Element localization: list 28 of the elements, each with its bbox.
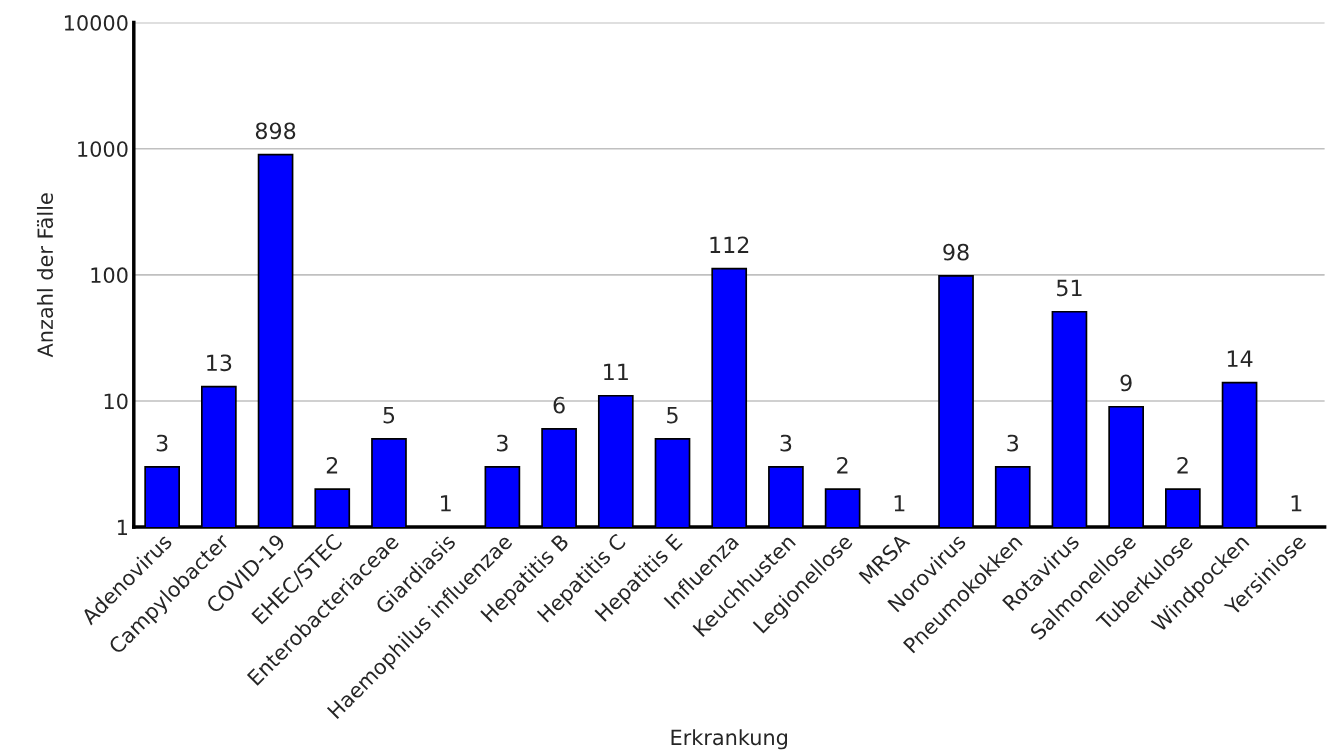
- y-tick-label: 1: [117, 519, 128, 536]
- y-tick-label: 10: [104, 393, 128, 410]
- data-label: 3: [1007, 434, 1019, 452]
- data-label: 1: [894, 495, 905, 512]
- y-tick-label: 10000: [64, 15, 128, 31]
- data-label: 2: [1177, 456, 1188, 474]
- data-label: 98: [943, 243, 969, 261]
- data-label: 2: [837, 456, 848, 474]
- data-label: 6: [553, 396, 565, 414]
- data-label: 3: [497, 434, 508, 452]
- x-axis-title: Erkrankung: [671, 729, 788, 750]
- data-label: 3: [780, 434, 792, 452]
- data-label: 5: [383, 407, 395, 424]
- data-label: 14: [1227, 350, 1253, 367]
- data-label: 9: [1120, 374, 1132, 392]
- data-label: 898: [255, 122, 296, 140]
- y-tick-label: 1000: [78, 141, 128, 157]
- data-label: 3: [156, 434, 168, 452]
- y-tick-label: 100: [91, 267, 128, 284]
- data-label: 11: [604, 363, 628, 381]
- data-label: 13: [207, 354, 232, 372]
- data-label: 112: [710, 236, 749, 253]
- y-axis-title: Anzahl der Fälle: [36, 193, 54, 358]
- data-label: 51: [1057, 279, 1082, 297]
- data-label: 2: [326, 456, 338, 474]
- data-label: 1: [1291, 495, 1302, 512]
- data-label: 5: [667, 407, 678, 424]
- data-label: 1: [441, 495, 451, 512]
